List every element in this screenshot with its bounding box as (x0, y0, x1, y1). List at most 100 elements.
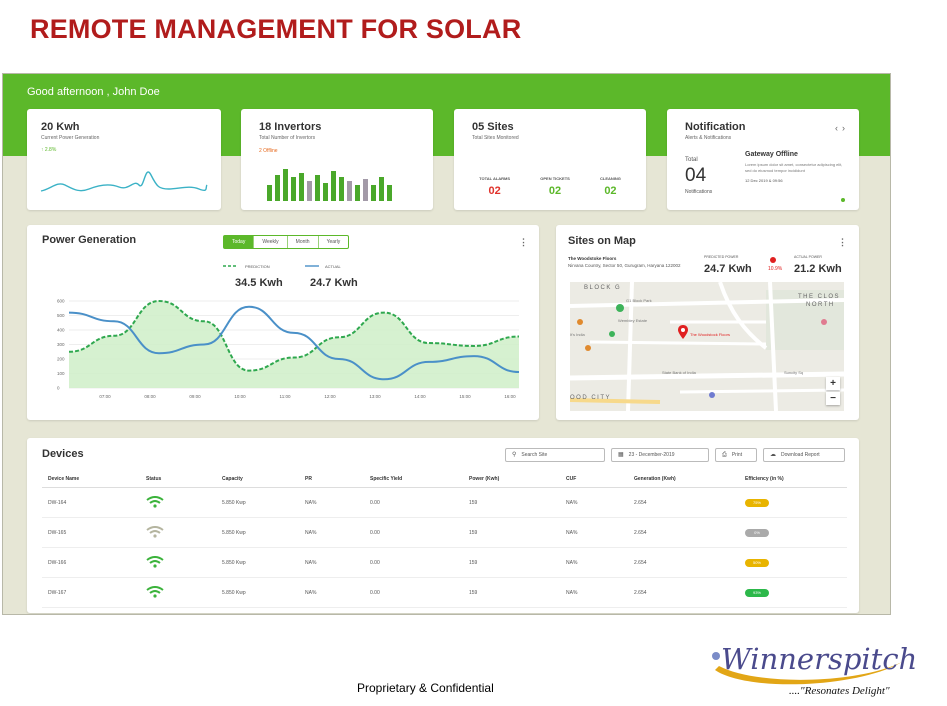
site-map[interactable]: BLOCK G THE CLOS NORTH OOD CITY G1 Block… (570, 282, 844, 411)
logo-wordmark: Winnerspitch (721, 642, 918, 676)
table-row[interactable]: DW-164 5.850 Kwp NA% 0.00 159 NA% 2.654 75% (42, 487, 847, 518)
device-generation: 2.654 (628, 577, 739, 608)
wifi-icon (146, 495, 164, 508)
x-tick-label: 10:00 (234, 394, 246, 399)
map-more-icon[interactable]: ⋮ (838, 237, 847, 247)
legend-actual-label: ACTUAL (325, 264, 341, 269)
notification-subtitle: Alerts & Notifications (685, 135, 732, 141)
alert-message: Lorem ipsum dolor sit amet, consectetur … (745, 162, 843, 173)
device-name: DW-164 (42, 487, 140, 518)
map-close-label: THE CLOS (798, 294, 841, 300)
site-name: The Woodstoke Floors (568, 256, 617, 261)
footer-text: Proprietary & Confidential (357, 681, 494, 695)
greeting: Good afternoon , John Doe (27, 86, 160, 98)
sites-value: 05 Sites (472, 121, 514, 133)
search-site-input[interactable]: ⚲ Search Site (505, 448, 605, 462)
device-power: 159 (463, 547, 560, 578)
x-tick-label: 14:00 (414, 394, 426, 399)
notification-count: 04 (685, 165, 707, 186)
col-specific-yield[interactable]: Specific Yield (364, 473, 463, 488)
map-poi-site: The Woodstock Floors (690, 332, 730, 337)
print-button[interactable]: ⎙ Print (715, 448, 757, 462)
chart-plot: 0 100 200 300 400 500 600 07:00 08:00 09:00 10:00 1… (57, 299, 520, 399)
chevron-right-icon[interactable]: › (842, 123, 849, 133)
device-yield: 0.00 (364, 577, 463, 608)
prediction-area (69, 301, 519, 388)
tab-month[interactable]: Month (286, 236, 318, 248)
device-cuf: NA% (560, 547, 628, 578)
device-pr: NA% (299, 487, 364, 518)
generation-card[interactable]: 20 Kwh Current Power Generation ↑ 2.8% (27, 109, 221, 210)
col-power[interactable]: Power (Kwh) (463, 473, 560, 488)
x-tick-label: 08:00 (144, 394, 156, 399)
map-roads (570, 282, 844, 411)
table-row[interactable]: DW-165 5.850 Kwp NA% 0.00 159 NA% 2.654 0% (42, 517, 847, 548)
device-pr: NA% (299, 517, 364, 548)
tab-weekly[interactable]: Weekly (253, 236, 286, 248)
x-tick-label: 09:00 (189, 394, 201, 399)
invertors-value: 18 Invertors (259, 121, 322, 133)
predicted-power-label: PREDICTED POWER (704, 255, 739, 259)
device-name: DW-166 (42, 547, 140, 578)
map-poi-bank: State Bank of India (662, 370, 696, 375)
open-tickets-stat[interactable]: OPEN TICKETS 02 (540, 176, 570, 197)
col-efficiency[interactable]: Efficiency (in %) (739, 473, 847, 488)
slide-title: REMOTE MANAGEMENT FOR SOLAR (30, 14, 522, 44)
actual-power-label: ACTUAL POWER (794, 255, 822, 259)
device-cuf: NA% (560, 577, 628, 608)
notification-alert[interactable]: Gateway Offline Lorem ipsum dolor sit am… (745, 151, 845, 183)
invertors-card[interactable]: 18 Invertors Total Number of Invertors 2… (241, 109, 433, 210)
predicted-power: PREDICTED POWER 24.7 Kwh (704, 255, 752, 275)
wifi-icon (146, 525, 164, 538)
devices-card: Devices ⚲ Search Site ▦ 23 - December-2019… (27, 438, 859, 613)
zoom-out-button[interactable]: − (826, 392, 840, 405)
wifi-icon (146, 555, 164, 568)
total-alarms-stat[interactable]: TOTAL ALARMS 02 (479, 176, 510, 197)
y-tick-label: 300 (57, 342, 65, 347)
col-cuf[interactable]: CUF (560, 473, 628, 488)
device-efficiency: 75% (739, 487, 847, 518)
zoom-in-button[interactable]: + (826, 377, 840, 390)
chevron-left-icon[interactable]: ‹ (835, 123, 842, 133)
more-options-icon[interactable]: ⋮ (519, 237, 528, 247)
x-tick-label: 16:00 (504, 394, 516, 399)
tab-yearly[interactable]: Yearly (317, 236, 349, 248)
y-tick-label: 500 (57, 313, 65, 318)
notification-total-label: Total (685, 157, 698, 163)
y-tick-label: 0 (57, 386, 60, 391)
col-generation[interactable]: Generation (Kwh) (628, 473, 739, 488)
col-capacity[interactable]: Capacity (216, 473, 299, 488)
total-alarms-label: TOTAL ALARMS (479, 176, 511, 181)
table-header-row: Device Name Status Capacity PR Specific … (42, 473, 847, 488)
efficiency-badge: 75% (745, 498, 769, 507)
device-generation: 2.654 (628, 547, 739, 578)
date-picker[interactable]: ▦ 23 - December-2019 (611, 448, 709, 462)
sites-card[interactable]: 05 Sites Total Sites Monitored TOTAL ALA… (454, 109, 646, 210)
location-pin-icon[interactable] (678, 325, 688, 339)
logo-swoosh (712, 652, 902, 685)
actual-power-value: 21.2 Kwh (794, 263, 842, 275)
x-tick-label: 13:00 (369, 394, 381, 399)
device-yield: 0.00 (364, 517, 463, 548)
table-row[interactable]: DW-166 5.850 Kwp NA% 0.00 159 NA% 2.654 50% (42, 547, 847, 578)
cleaning-stat[interactable]: CLEANING 02 (600, 176, 621, 197)
cleaning-value: 02 (604, 185, 617, 197)
notification-card[interactable]: Notification Alerts & Notifications ‹› T… (667, 109, 859, 210)
tab-today[interactable]: Today (224, 236, 254, 248)
devices-table-body: DW-164 5.850 Kwp NA% 0.00 159 NA% 2.654 75% DW-1… (42, 487, 847, 608)
sites-stats: TOTAL ALARMS 02 OPEN TICKETS 02 CLEANING… (464, 176, 636, 197)
download-report-button[interactable]: ☁ Download Report (763, 448, 845, 462)
col-device-name[interactable]: Device Name (42, 473, 140, 488)
period-tabs: Today Weekly Month Yearly (223, 235, 350, 249)
map-north-label: NORTH (806, 302, 835, 308)
map-city-label: OOD CITY (570, 395, 612, 401)
col-pr[interactable]: PR (299, 473, 364, 488)
device-pr: NA% (299, 547, 364, 578)
col-status[interactable]: Status (140, 473, 216, 488)
table-row[interactable]: DW-167 5.850 Kwp NA% 0.00 159 NA% 2.654 93% (42, 577, 847, 608)
device-efficiency: 0% (739, 517, 847, 548)
generation-trend: ↑ 2.8% (41, 147, 57, 153)
map-poi-india: It's India (570, 332, 585, 337)
sites-map-title: Sites on Map (568, 235, 636, 247)
device-generation: 2.654 (628, 517, 739, 548)
